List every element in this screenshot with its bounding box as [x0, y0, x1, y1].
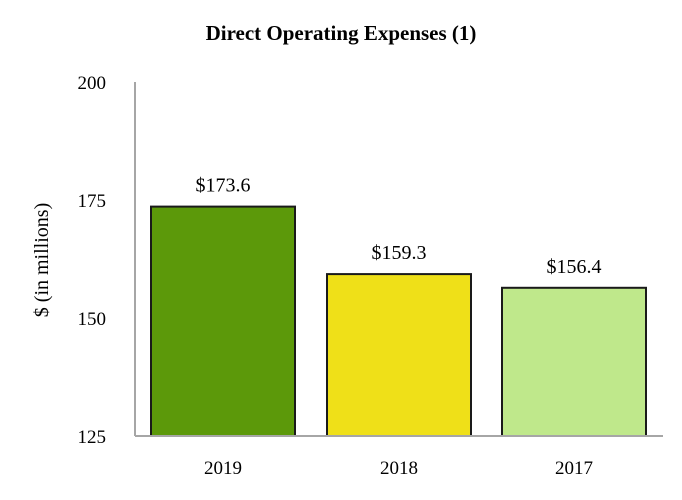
- bar-2018: [326, 273, 472, 437]
- y-tick-label: 125: [78, 427, 107, 448]
- x-tick-label: 2019: [204, 458, 242, 479]
- y-tick-label: 175: [78, 191, 107, 212]
- data-label: $159.3: [372, 242, 427, 264]
- x-axis-ticks: 2019 2018 2017: [204, 458, 593, 479]
- data-label: $173.6: [196, 175, 251, 197]
- x-tick-label: 2018: [380, 458, 418, 479]
- bar-2017: [501, 286, 647, 437]
- y-axis-ticks: 125 150 175 200: [78, 73, 107, 448]
- data-labels: $173.6 $159.3 $156.4: [196, 175, 602, 278]
- y-axis-label: $ (in millions): [31, 203, 53, 317]
- bar-2019: [150, 205, 296, 437]
- bars: [150, 205, 647, 437]
- x-tick-label: 2017: [555, 458, 593, 479]
- y-tick-label: 150: [78, 309, 107, 330]
- data-label: $156.4: [547, 256, 602, 278]
- chart-title: Direct Operating Expenses (1): [206, 21, 477, 45]
- y-tick-label: 200: [78, 73, 107, 94]
